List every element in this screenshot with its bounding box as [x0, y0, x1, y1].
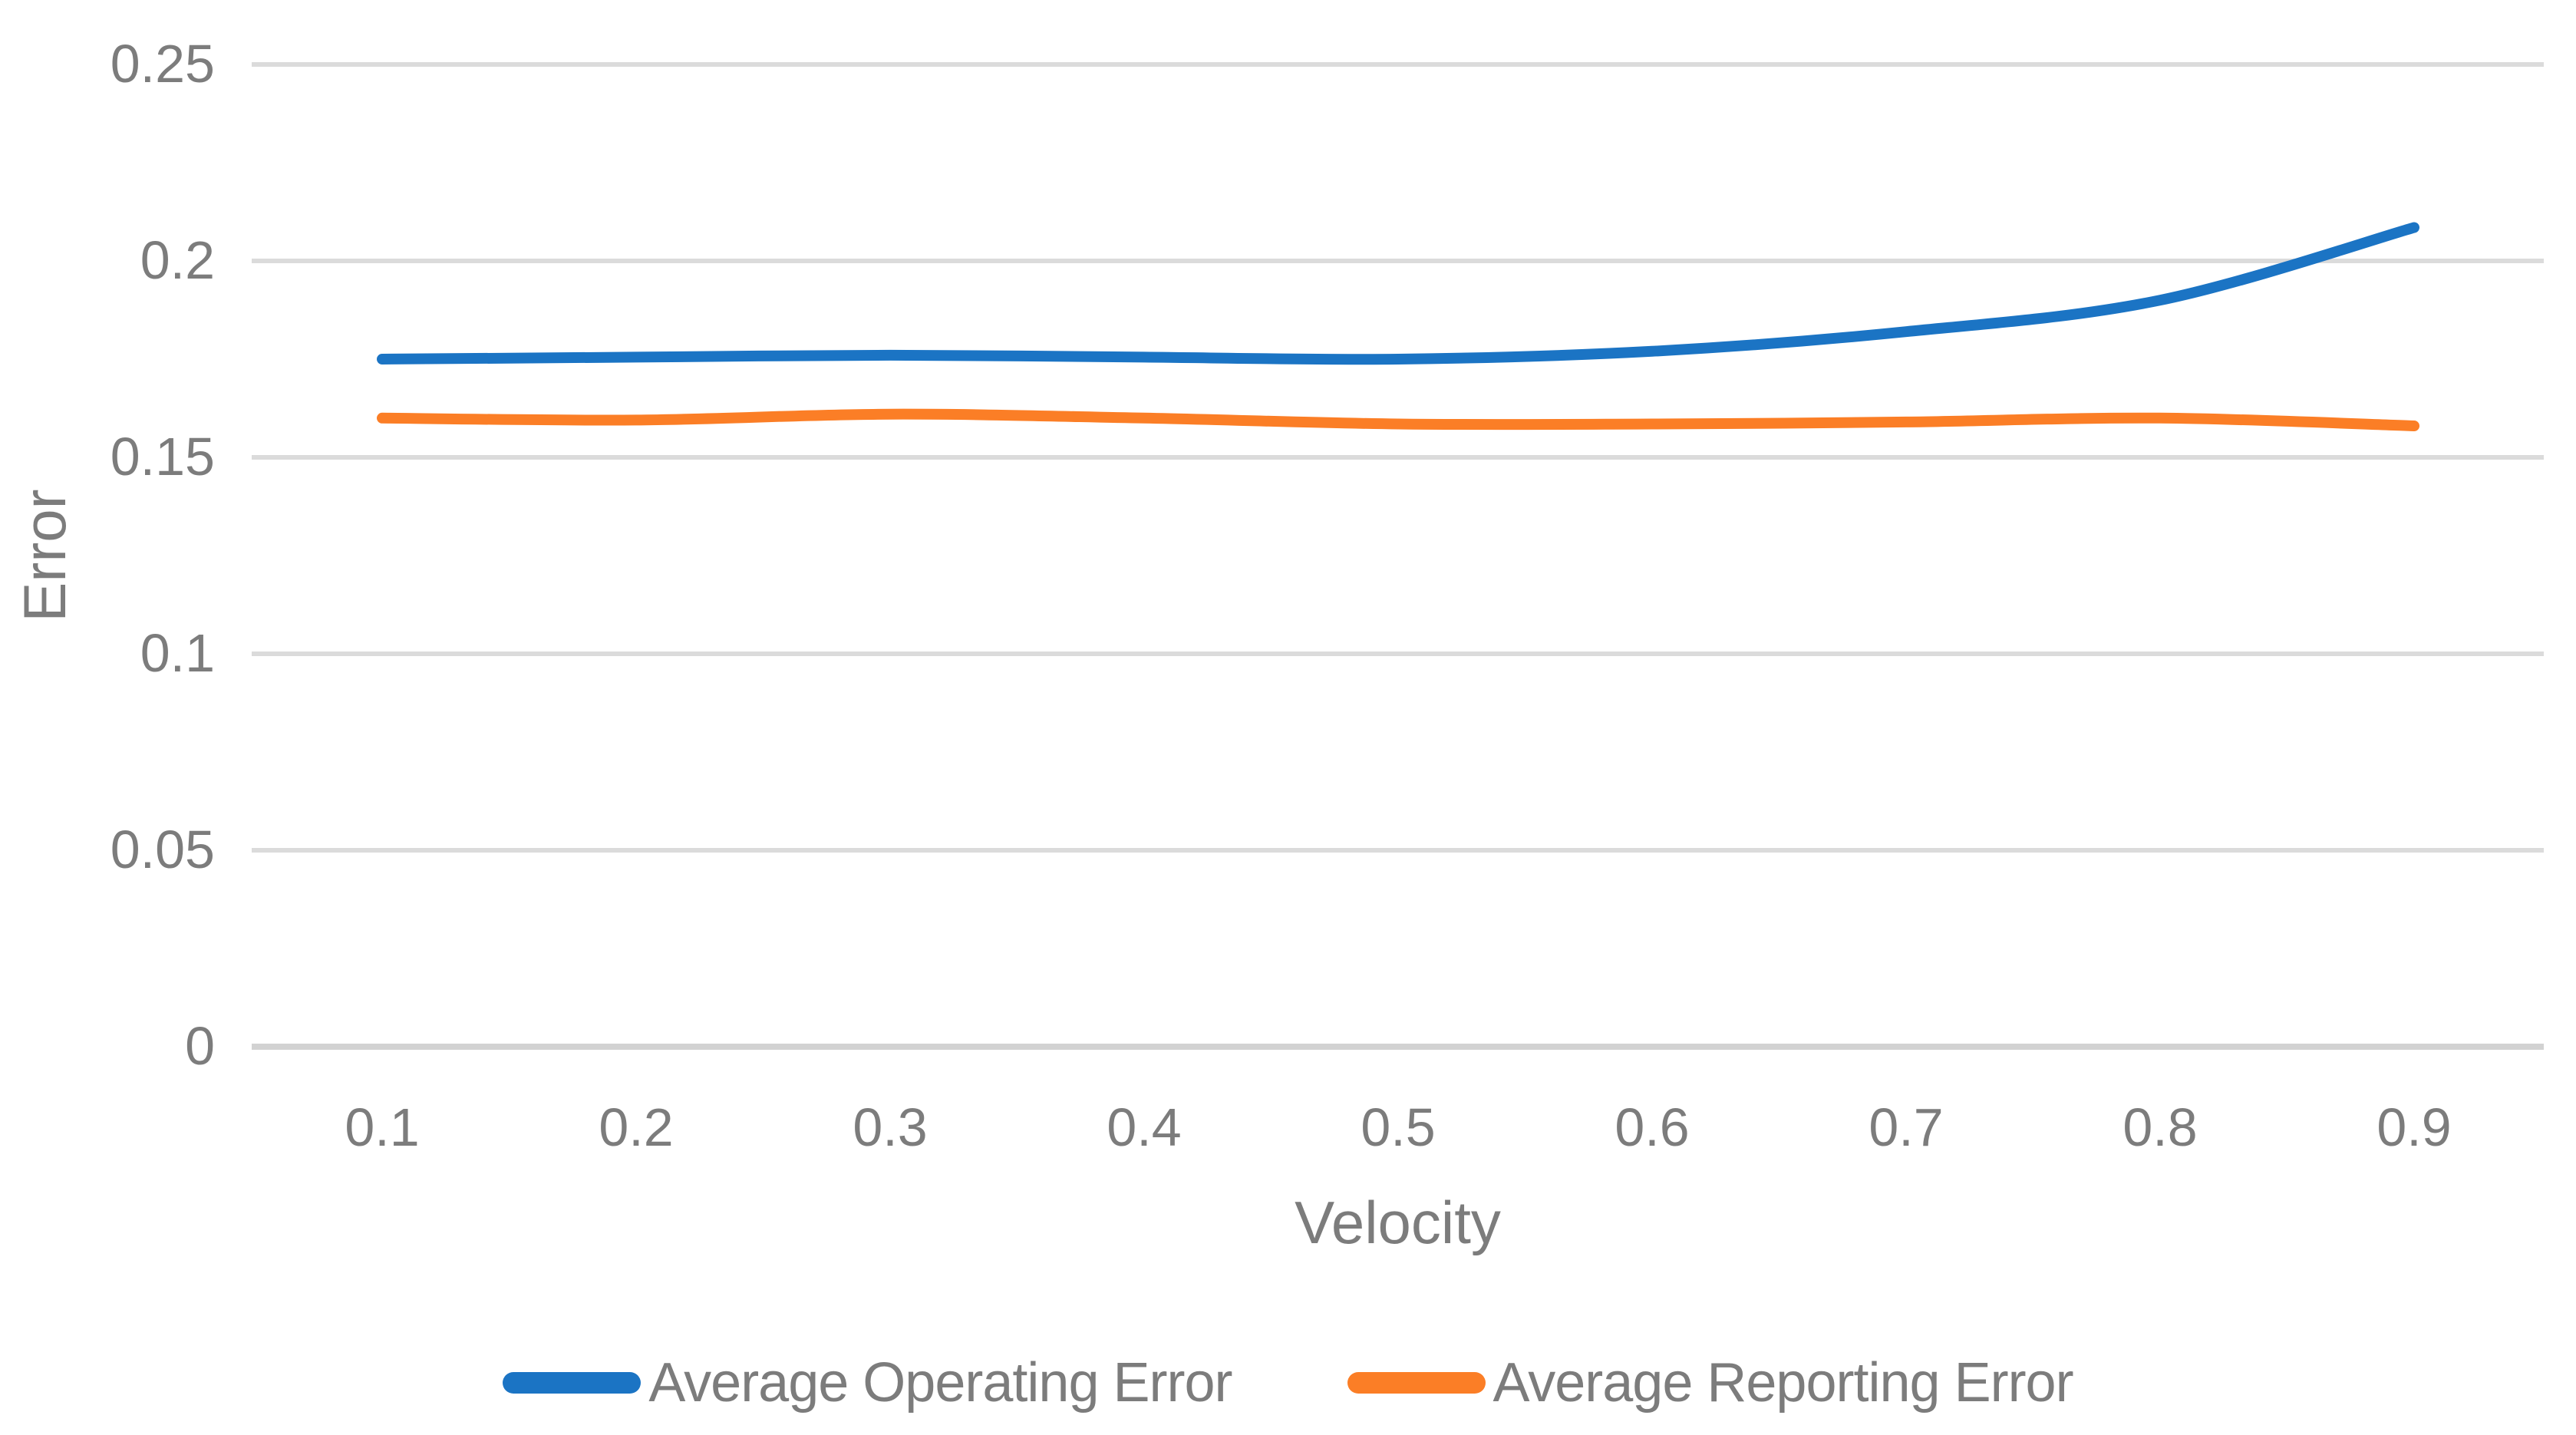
x-axis-title: Velocity: [1295, 1189, 1501, 1256]
legend-label: Average Reporting Error: [1492, 1352, 2074, 1414]
legend: Average Operating Error Average Reporting…: [0, 1352, 2576, 1414]
series-group: [377, 222, 2419, 431]
legend-item-0: Average Operating Error: [503, 1352, 1233, 1414]
x-tick-label: 0.2: [599, 1097, 674, 1157]
x-tick-label: 0.1: [345, 1097, 420, 1157]
x-tick-label: 0.8: [2122, 1097, 2198, 1157]
x-tick-label: 0.3: [853, 1097, 928, 1157]
legend-swatch-icon: [1347, 1372, 1486, 1394]
x-tick-label: 0.6: [1615, 1097, 1690, 1157]
x-tick-label: 0.9: [2376, 1097, 2452, 1157]
legend-item-1: Average Reporting Error: [1347, 1352, 2074, 1414]
x-tick-label: 0.5: [1361, 1097, 1436, 1157]
y-tick-label: 0.25: [110, 34, 215, 94]
y-tick-label: 0.1: [140, 623, 215, 683]
legend-label: Average Operating Error: [648, 1352, 1232, 1414]
y-tick-label: 0.05: [110, 820, 215, 879]
gridline-group: [252, 62, 2544, 1050]
series-line-average-operating-error: [377, 222, 2419, 365]
y-tick-label: 0.2: [140, 230, 215, 290]
y-tick-label: 0.15: [110, 427, 215, 487]
series-line-average-reporting-error: [377, 408, 2419, 431]
y-axis-title: Error: [11, 489, 78, 622]
x-tick-label: 0.7: [1869, 1097, 1944, 1157]
legend-swatch-icon: [503, 1372, 642, 1394]
x-tick-label: 0.4: [1107, 1097, 1182, 1157]
y-tick-label: 0: [185, 1016, 215, 1076]
